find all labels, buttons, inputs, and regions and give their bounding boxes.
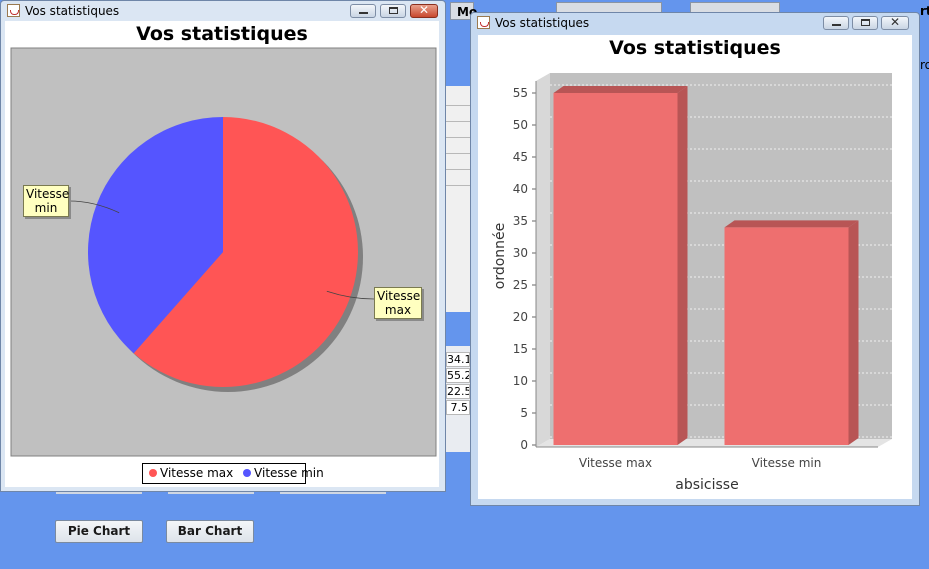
bar-top	[724, 220, 859, 228]
table-line	[446, 121, 470, 122]
window-title: Vos statistiques	[25, 4, 120, 18]
window-title-bar[interactable]: Vos statistiques ✕	[1, 1, 445, 21]
pie-slice	[133, 117, 358, 387]
pie-leader-line	[68, 200, 120, 214]
pie-chart	[10, 47, 437, 457]
close-icon: ✕	[418, 3, 430, 17]
y-tick-label: 20	[513, 310, 528, 324]
x-tick-label: Vitesse max	[579, 456, 652, 470]
maximize-button[interactable]	[852, 16, 878, 30]
bar-top	[553, 86, 688, 93]
pie-slice	[87, 117, 224, 354]
bar-side	[848, 220, 859, 445]
x-tick-label: Vitesse min	[752, 456, 822, 470]
y-axis-label: ordonnée	[492, 223, 508, 290]
tab-stub	[168, 490, 254, 494]
table-line	[446, 185, 470, 186]
y-tick-label: 5	[520, 406, 528, 420]
maximize-button[interactable]	[380, 4, 406, 18]
table-line	[446, 105, 470, 106]
close-icon: ✕	[889, 15, 901, 29]
plot-side-wall	[536, 73, 550, 447]
y-tick-label: 55	[513, 86, 528, 100]
bar-chart: 0 5 10 15 20 25 30 35 40 45 50 55 Vitesse max Vitesse…	[492, 73, 892, 493]
table-cell: 22.5	[446, 384, 470, 399]
y-tick-label: 45	[513, 150, 528, 164]
table-line	[446, 137, 470, 138]
pie-label-max-line2: max	[384, 303, 412, 317]
x-axis-label: absicisse	[675, 477, 738, 493]
bar-chart-panel: Vos statistiques 0 5 10 15 20 25 30 35 40 45 50 55 V…	[478, 35, 912, 499]
maximize-icon	[389, 7, 398, 14]
table-line	[446, 169, 470, 170]
legend-label-min: Vitesse min	[254, 466, 324, 480]
window-title: Vos statistiques	[495, 16, 590, 30]
pie-legend: Vitesse max Vitesse min	[142, 463, 324, 484]
y-tick-label: 35	[513, 214, 528, 228]
table-cell: 34.1	[446, 352, 470, 367]
background-panel	[446, 86, 470, 312]
tab-stub	[56, 490, 142, 494]
legend-dot-min	[243, 469, 252, 477]
y-tick-label: 50	[513, 118, 528, 132]
edge-text: rt	[920, 4, 929, 18]
y-tick-label: 0	[520, 438, 528, 452]
minimize-button[interactable]	[350, 4, 376, 18]
chart-title: Vos statistiques	[609, 37, 781, 59]
edge-text: ro	[920, 58, 929, 72]
close-button[interactable]: ✕	[410, 3, 438, 18]
legend-dot-max	[149, 469, 157, 477]
java-icon	[7, 4, 20, 17]
bar-chart-window: Vos statistiques ✕ Vos statistiques 0 5 10…	[470, 12, 920, 506]
legend-label-max: Vitesse max	[160, 466, 234, 480]
close-button[interactable]: ✕	[881, 15, 909, 30]
table-line	[446, 153, 470, 154]
minimize-button[interactable]	[823, 16, 849, 30]
maximize-icon	[861, 19, 870, 26]
chart-title: Vos statistiques	[136, 23, 308, 45]
y-tick-label: 10	[513, 374, 528, 388]
bar-side	[677, 86, 688, 445]
pie-label-max-line1: Vitesse	[377, 289, 421, 303]
y-tick-label: 40	[513, 182, 528, 196]
pie-chart-window: Vos statistiques ✕ Vos statistiques Vite…	[0, 0, 446, 492]
pie-chart-button[interactable]: Pie Chart	[55, 520, 143, 543]
java-icon	[477, 16, 490, 29]
y-tick-label: 30	[513, 246, 528, 260]
bar	[553, 93, 678, 445]
minimize-icon	[359, 12, 368, 14]
pie-label-min: Vitesse min	[23, 185, 69, 217]
table-cell: 55.2	[446, 368, 470, 383]
window-title-bar[interactable]: Vos statistiques ✕	[471, 13, 919, 33]
pie-label-min-line2: min	[34, 201, 58, 215]
pie-leader-line	[326, 290, 375, 300]
tab-stub	[280, 490, 386, 494]
pie-chart-panel: Vos statistiques Vitesse min Vitesse max…	[5, 21, 439, 487]
y-tick-label: 15	[513, 342, 528, 356]
y-tick-label: 25	[513, 278, 528, 292]
pie-label-min-line1: Vitesse	[26, 187, 70, 201]
bar-chart-button[interactable]: Bar Chart	[166, 520, 254, 543]
table-cell: 7.5	[446, 400, 470, 415]
bar	[724, 227, 849, 445]
pie-label-max: Vitesse max	[374, 287, 422, 319]
minimize-icon	[832, 24, 841, 26]
